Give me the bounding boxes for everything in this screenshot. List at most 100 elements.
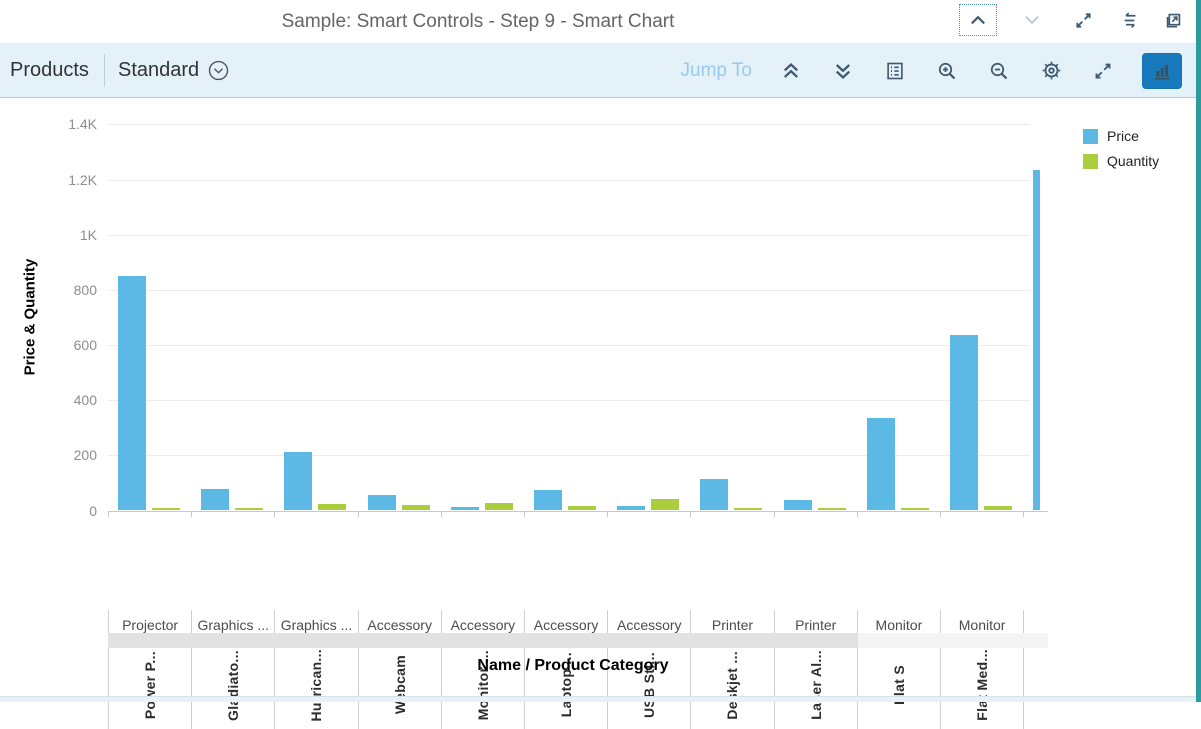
bar-price-4[interactable] — [450, 506, 479, 511]
show-code-button[interactable] — [1112, 6, 1146, 34]
fullscreen-button[interactable] — [1090, 58, 1116, 84]
double-chevron-down-icon — [833, 61, 853, 81]
product-name-wrap: Gladiato... — [192, 641, 274, 729]
bar-price-8[interactable] — [783, 500, 812, 511]
legend-item-quantity[interactable]: Quantity — [1083, 153, 1159, 169]
gear-icon — [1041, 60, 1062, 81]
y-axis-tick-label: 1.2K — [68, 171, 97, 188]
gridline — [108, 124, 1030, 126]
x-axis-tick — [357, 510, 359, 517]
previous-sample-button[interactable] — [959, 4, 997, 36]
bar-quantity-0[interactable] — [152, 508, 180, 511]
x-axis-category-cell: Printer Deskjet ... — [690, 610, 773, 729]
bar-price-0[interactable] — [118, 276, 146, 511]
legend-label: Price — [1107, 128, 1139, 144]
jump-to-button[interactable]: Jump To — [680, 59, 752, 81]
page-title: Sample: Smart Controls - Step 9 - Smart … — [281, 11, 675, 32]
x-axis-tick — [690, 510, 692, 517]
chart-horizontal-scrollbar[interactable] — [108, 633, 1048, 648]
zoom-out-button[interactable] — [986, 58, 1012, 84]
product-name-wrap: Hurrican... — [275, 641, 357, 729]
x-axis-category-cell: Accessory Monitor ... — [440, 610, 524, 729]
bar-price-7[interactable] — [700, 479, 729, 511]
bar-price-10[interactable] — [950, 335, 978, 511]
product-name-wrap: Deskjet ... — [691, 641, 773, 729]
bar-price-9[interactable] — [866, 418, 895, 511]
bar-quantity-2[interactable] — [318, 504, 347, 511]
bar-price-3[interactable] — [367, 495, 396, 511]
zoom-in-button[interactable] — [934, 58, 960, 84]
x-axis-category-cell: Printer Laser Al... — [773, 610, 857, 729]
product-name-wrap: Webcam — [359, 641, 441, 729]
category-label: Printer — [795, 617, 837, 633]
x-axis-tick — [856, 510, 858, 517]
x-axis-tick — [940, 510, 941, 517]
smart-chart-canvas: Price & Quantity 0 200 400 600 800 1K 1.2K 1.4K… — [0, 98, 1196, 729]
splitter-bar[interactable] — [1196, 0, 1201, 702]
bar-price-2[interactable] — [284, 452, 313, 511]
x-axis-tick — [1023, 510, 1025, 517]
x-axis-category-cell: Accessory Laptop ... — [524, 610, 607, 729]
gridline — [108, 400, 1030, 402]
bar-price-clipped[interactable] — [1033, 169, 1040, 511]
zoom-in-icon — [937, 61, 957, 81]
bar-chart-icon — [1152, 61, 1172, 81]
expand-sample-button[interactable] — [1066, 6, 1100, 34]
bar-quantity-6[interactable] — [651, 498, 680, 511]
open-in-new-window-icon — [1164, 11, 1183, 30]
x-axis-tick — [524, 510, 525, 517]
x-axis-line — [108, 510, 1048, 512]
chart-type-button[interactable] — [1142, 52, 1182, 89]
y-axis-tick-label: 1.4K — [68, 116, 97, 133]
legend-item-price[interactable]: Price — [1083, 128, 1159, 144]
settings-button[interactable] — [1038, 58, 1064, 84]
bar-price-1[interactable] — [201, 488, 230, 511]
legend-color-swatch — [1083, 153, 1098, 169]
bar-quantity-5[interactable] — [568, 506, 596, 511]
category-label: Monitor — [958, 617, 1006, 633]
category-label: Accessory — [367, 617, 432, 633]
bottom-edge-strip — [0, 696, 1196, 702]
bar-quantity-9[interactable] — [900, 508, 929, 511]
gridline — [108, 234, 1030, 236]
scrollbar-thumb[interactable] — [108, 633, 858, 648]
product-name-wrap: Flat Med... — [941, 641, 1023, 729]
category-label: Printer — [711, 617, 754, 633]
x-axis-category-cell: Accessory USB Sti... — [607, 610, 690, 729]
next-sample-button[interactable] — [1015, 6, 1049, 34]
bar-price-6[interactable] — [617, 506, 646, 511]
x-axis-title: Name / Product Category — [477, 657, 669, 674]
bar-quantity-10[interactable] — [984, 506, 1012, 511]
toggle-legend-button[interactable] — [882, 58, 908, 84]
bar-price-5[interactable] — [534, 489, 562, 511]
chart-legend: Price Quantity — [1083, 128, 1159, 178]
y-axis-tick-label: 600 — [73, 337, 97, 354]
collapse-all-button[interactable] — [778, 58, 804, 84]
y-axis-tick-label: 800 — [73, 281, 97, 298]
bar-quantity-1[interactable] — [235, 507, 264, 511]
legend-color-swatch — [1083, 128, 1098, 144]
variant-name: Standard — [118, 59, 200, 81]
x-axis-category-cell: Projector Power P... — [108, 610, 191, 729]
x-axis-category-cell: Accessory Webcam — [357, 610, 441, 729]
zoom-out-icon — [989, 61, 1009, 81]
category-label: Graphics ... — [197, 617, 270, 633]
open-in-new-window-button[interactable] — [1156, 6, 1190, 34]
variant-management-button[interactable]: Standard — [118, 44, 230, 97]
product-name-wrap: Flat S — [858, 641, 940, 729]
legend-icon — [885, 61, 905, 81]
x-axis-tick — [773, 510, 775, 517]
fullscreen-icon — [1093, 61, 1113, 81]
bar-quantity-3[interactable] — [401, 504, 430, 511]
product-name-wrap: Laser Al... — [775, 641, 857, 729]
gridline — [108, 289, 1030, 291]
legend-label: Quantity — [1107, 153, 1160, 169]
category-label: Accessory — [616, 617, 682, 633]
expand-icon — [1074, 11, 1093, 30]
bar-quantity-4[interactable] — [484, 503, 513, 511]
show-code-icon — [1120, 11, 1139, 30]
expand-all-button[interactable] — [830, 58, 856, 84]
bar-quantity-8[interactable] — [817, 508, 846, 511]
x-axis-tick — [274, 510, 276, 517]
bar-quantity-7[interactable] — [734, 508, 763, 511]
